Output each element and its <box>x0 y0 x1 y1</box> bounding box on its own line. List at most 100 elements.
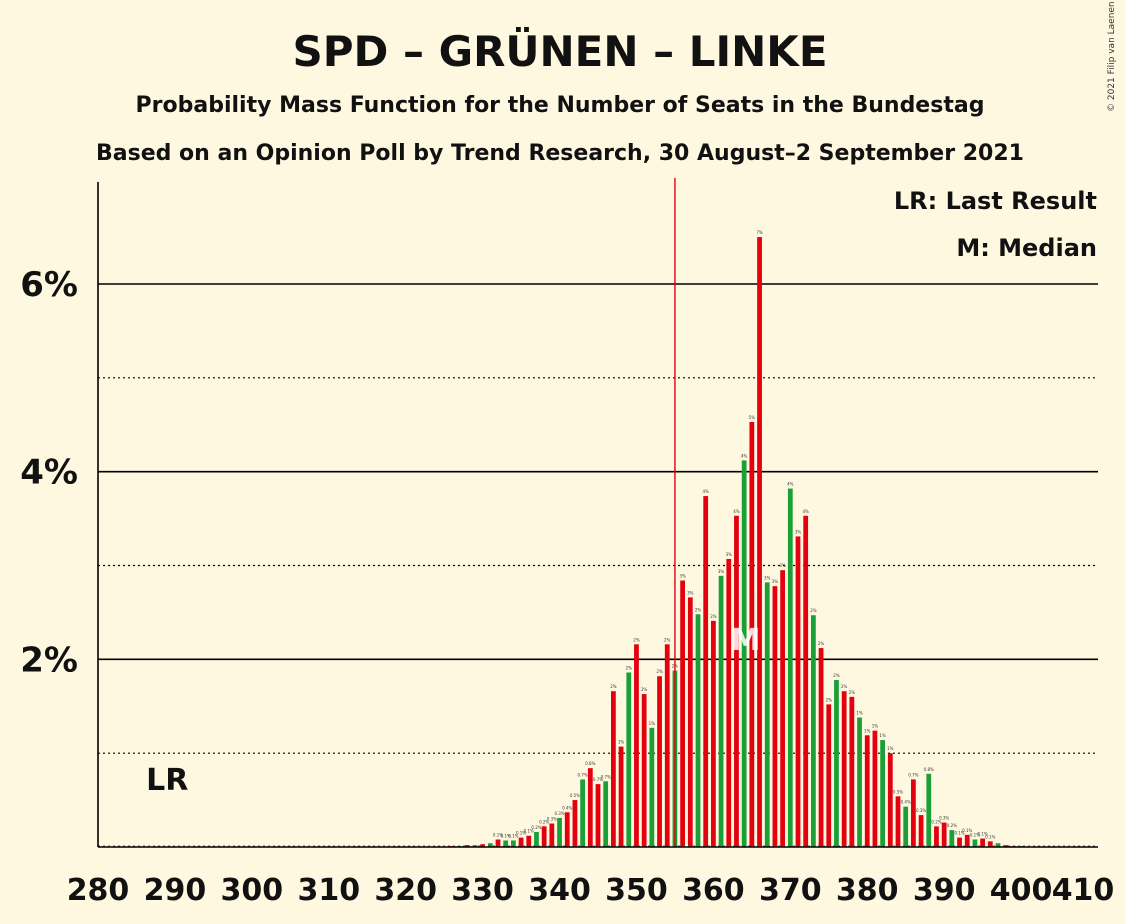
x-tick-label: 400 <box>990 873 1053 908</box>
bar-data-label: 0.1% <box>970 832 980 837</box>
bar <box>918 815 924 847</box>
bar-data-label: 0.1% <box>493 832 503 837</box>
bar-data-label: 1% <box>879 733 886 738</box>
bar-data-label: 0.8% <box>585 761 595 766</box>
bar <box>687 597 693 847</box>
bar-data-label: 1% <box>618 740 625 745</box>
bar-data-label: 2% <box>641 687 648 692</box>
bar-data-label: 2% <box>656 669 663 674</box>
bar <box>980 838 985 847</box>
x-tick-label: 300 <box>221 873 284 908</box>
bar <box>611 691 616 847</box>
bar-data-label: 2% <box>841 684 848 689</box>
x-tick-label: 370 <box>759 873 822 908</box>
bar-data-label: 4% <box>733 509 740 514</box>
bar-data-label: 0.2% <box>947 823 957 828</box>
bar <box>880 740 885 847</box>
bar <box>787 488 793 847</box>
bar-data-label: 5% <box>749 415 756 420</box>
bar <box>480 844 485 847</box>
bar-data-label: 2% <box>826 697 833 702</box>
bar-data-label: 0.1% <box>508 833 518 838</box>
bar <box>749 421 755 847</box>
x-tick-label: 290 <box>144 873 207 908</box>
bar-data-label: 0.3% <box>554 811 564 816</box>
bar-data-label: 1% <box>887 746 894 751</box>
copyright-text: © 2021 Filip van Laenen <box>1107 1 1117 112</box>
chart-subtitle-1: Probability Mass Function for the Number… <box>136 93 985 118</box>
x-tick-label: 360 <box>682 873 745 908</box>
x-tick-label: 380 <box>836 873 899 908</box>
bar <box>734 515 739 847</box>
bar <box>503 840 509 847</box>
bar-data-label: 4% <box>803 509 810 514</box>
bar <box>964 834 970 847</box>
bar <box>541 826 547 847</box>
bar-data-label: 0.1% <box>962 828 972 833</box>
bar <box>587 768 593 847</box>
bar-data-label: 3% <box>772 579 779 584</box>
bar-data-label: 0.2% <box>539 819 549 824</box>
bar <box>911 779 916 847</box>
bar-data-label: 2% <box>695 607 702 612</box>
bar-data-label: 4% <box>741 453 748 458</box>
axes: 2% 4% 6% 280 290 300 310 320 330 340 350 360 370 380 3… <box>20 182 1114 908</box>
bar-data-label: 0.3% <box>547 817 557 822</box>
bar <box>772 586 778 847</box>
bar-data-label: 2% <box>818 641 825 646</box>
bar-data-label: 0.3% <box>916 808 926 813</box>
bar-data-label: 2% <box>849 690 856 695</box>
bar <box>557 817 562 847</box>
bar-data-label: 0.8% <box>924 767 934 772</box>
chart-title: SPD – GRÜNEN – LINKE <box>292 26 827 76</box>
bar <box>711 620 716 847</box>
bar <box>818 648 824 847</box>
y-tick-label: 2% <box>20 640 78 680</box>
legend-median: M: Median <box>956 234 1097 262</box>
bar-data-label: 0.7% <box>593 777 603 782</box>
bar <box>526 835 532 847</box>
bar-data-label: 2% <box>633 637 640 642</box>
bar <box>849 696 855 847</box>
bar-data-label: 0.5% <box>893 789 903 794</box>
bar-data-label: 1% <box>864 728 871 733</box>
bar-data-label: 0.4% <box>901 800 911 805</box>
bar <box>487 843 493 847</box>
x-tick-label: 390 <box>913 873 976 908</box>
bar-data-label: 3% <box>718 569 725 574</box>
bar <box>803 515 809 847</box>
bar-data-label: 1% <box>872 724 879 729</box>
median-marker: M <box>731 623 761 658</box>
x-tick-label: 410 <box>1052 873 1115 908</box>
legend-last-result: LR: Last Result <box>894 187 1097 215</box>
bar <box>518 837 524 847</box>
bar-data-label: 2% <box>833 673 840 678</box>
bar <box>595 784 601 847</box>
bar-data-label: 4% <box>787 482 794 487</box>
bar-data-label: 4% <box>703 489 710 494</box>
x-tick-label: 330 <box>451 873 514 908</box>
bar <box>949 830 955 847</box>
bar-data-label: 0.7% <box>601 774 611 779</box>
bar-data-label: 0.1% <box>954 831 964 836</box>
bar <box>811 615 816 847</box>
bar <box>626 672 632 847</box>
bar-data-label: 2% <box>810 608 817 613</box>
bar-data-label: 0.1% <box>985 834 995 839</box>
bar <box>972 839 978 847</box>
bar-data-label: 0.7% <box>908 772 918 777</box>
bar-data-label: 2% <box>626 665 633 670</box>
bar <box>649 727 655 847</box>
bar-data-label: 0.5% <box>570 793 580 798</box>
chart-subtitle-2: Based on an Opinion Poll by Trend Resear… <box>96 141 1024 166</box>
bar-data-label: 3% <box>764 575 771 580</box>
gridlines <box>98 283 1098 754</box>
bar <box>664 644 670 847</box>
bar <box>549 823 555 847</box>
bar <box>718 575 724 847</box>
bar <box>987 841 993 847</box>
bar <box>572 800 578 847</box>
bar <box>795 536 801 847</box>
bar-data-label: 2% <box>610 684 617 689</box>
